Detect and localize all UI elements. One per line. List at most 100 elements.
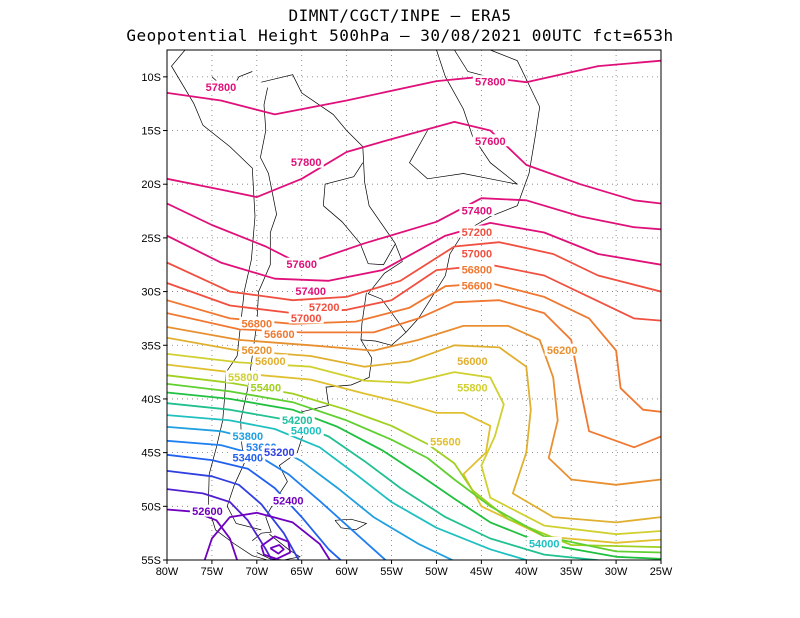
x-tick-label: 50W [425,566,448,578]
contour-label-background [252,354,288,367]
contour-line [167,508,239,560]
contour-label-background [279,413,315,426]
x-tick-label: 60W [335,566,358,578]
contour-line [260,535,291,560]
axis-ticks: 80W 75W 70W 65W 60W 55W 50W 45W 40W 35W 30W 25W 10S 1… [141,72,673,578]
contour-label: 56200 [242,345,273,357]
contour-label-background [472,134,508,147]
contour-line [167,439,387,560]
contour-label: 53400 [233,453,264,465]
contour-label-background [459,263,495,276]
contour-label: 53200 [264,447,295,459]
contour-label: 52600 [192,506,223,518]
contour-label: 57600 [475,136,506,148]
map-frame [166,49,662,561]
contour-label: 57400 [295,286,326,298]
coastline [260,87,268,158]
contour-label-background [459,225,495,238]
coastline [322,162,364,206]
contour-label-background [230,451,266,463]
height-contours [167,59,661,560]
contour-label-background [239,316,275,329]
x-tick-label: 55W [380,566,403,578]
contour-label: 57400 [462,206,493,218]
contour-line [167,336,661,524]
contour-line [167,488,273,560]
contour-label-background [203,80,239,93]
coastline [323,205,396,266]
contour-line [167,299,661,449]
contour-label-background [248,381,284,394]
contour-line [167,391,661,560]
contour-label-background [270,493,306,506]
contour-label-background [189,504,225,517]
contour-label-background [261,445,297,458]
contour-label: 55800 [228,372,259,384]
contour-label: 57800 [475,77,506,89]
y-tick-label: 50S [141,501,161,513]
contour-line [167,353,661,536]
contour-line [167,121,661,205]
y-tick-label: 20S [141,179,161,191]
coastline [252,50,541,541]
contour-line [167,59,661,116]
contour-label-background [526,536,562,549]
contour-line [167,222,661,282]
x-tick-label: 35W [560,566,583,578]
contour-label: 57000 [462,249,493,261]
coastline [256,533,301,560]
contour-label: 56000 [457,356,488,368]
contour-labels: 57800 57800 57800 57600 57600 57400 57400 57200… [189,75,580,550]
contour-label: 57200 [309,302,340,314]
contour-line [167,453,342,560]
contour-label-background [288,311,324,324]
contour-label-background [544,343,580,356]
y-tick-label: 25S [141,233,161,245]
contour-label-background [261,327,297,340]
contour-label-background [230,429,266,442]
coastline [409,50,518,185]
contour-label: 55600 [430,436,461,448]
contour-label: 55800 [457,383,488,395]
contour-label: 56200 [547,345,578,357]
contour-label: 57000 [291,313,322,325]
y-tick-label: 35S [141,340,161,352]
contour-label-background [284,257,320,270]
contour-label-background [288,424,324,437]
chart-title-line-2: Geopotential Height 500hPa — 30/08/2021 … [126,26,674,45]
contour-label: 54200 [282,415,313,427]
contour-line [269,544,285,555]
y-tick-label: 40S [141,394,161,406]
contour-label: 56800 [462,265,493,277]
contour-line [167,414,530,560]
contour-line [167,426,455,560]
chart-title-line-1: DIMNT/CGCT/INPE — ERA5 [288,6,512,25]
contour-label: 57200 [462,227,493,239]
contour-label: 56600 [264,329,295,341]
y-tick-label: 30S [141,287,161,299]
contour-label-background [459,279,495,292]
contour-label: 54000 [529,538,560,550]
contour-label-background [459,204,495,217]
contour-label-background [225,370,261,383]
coastline [360,292,367,340]
contour-label: 52400 [273,495,304,507]
contour-line [167,402,605,560]
y-tick-label: 15S [141,126,161,138]
contour-label-background [306,300,342,313]
contour-line [167,263,661,322]
contour-line [167,325,661,486]
contour-label-background [239,343,275,356]
contour-label: 56600 [462,281,493,293]
contour-label: 57600 [286,259,317,271]
contour-label: 54000 [291,426,322,438]
contour-label-background [288,155,324,168]
y-tick-label: 45S [141,448,161,460]
x-tick-label: 75W [201,566,224,578]
contour-line [167,470,300,560]
contour-label: 57800 [291,157,322,169]
contour-label-background [472,75,508,88]
contour-label: 56000 [255,356,286,368]
contour-label-background [454,381,490,394]
